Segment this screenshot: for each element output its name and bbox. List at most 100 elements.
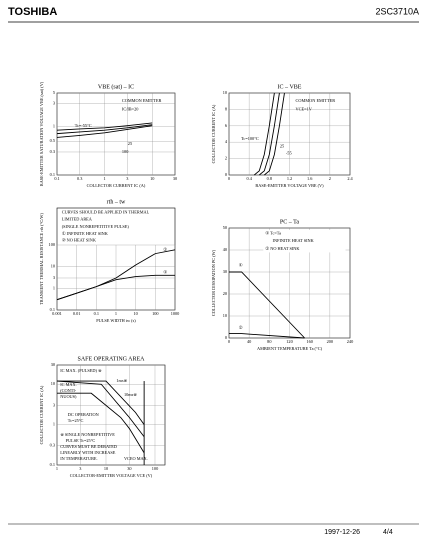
curve-label: ② — [163, 247, 167, 252]
x-tick-label: 10 — [150, 176, 154, 181]
annotation: LINEARLY WITH INCREASE — [60, 450, 116, 455]
y-tick-label: 30 — [223, 269, 227, 274]
annotation: LIMITED AREA — [62, 217, 93, 222]
x-tick-label: 0.8 — [267, 176, 272, 181]
y-tick-label: 3 — [53, 402, 55, 407]
x-axis-label: AMBIENT TEMPERATURE Ta (°C) — [257, 346, 323, 351]
x-tick-label: 0.4 — [246, 176, 252, 181]
x-axis-label: COLLECTOR CURRENT IC (A) — [87, 183, 146, 188]
curve — [229, 333, 305, 339]
x-tick-label: 0.1 — [54, 176, 59, 181]
annotation: NUOUS) — [60, 394, 77, 399]
curve — [56, 380, 145, 438]
y-tick-label: 3 — [53, 101, 55, 106]
x-tick-label: 0.1 — [94, 311, 99, 316]
y-tick-label: 0.3 — [50, 149, 55, 154]
curve — [57, 380, 145, 425]
chart-title: rth – tw — [107, 199, 126, 205]
page-number: 4/4 — [383, 529, 393, 536]
annotation: IC MAX. — [60, 382, 76, 387]
y-tick-label: 8 — [225, 106, 227, 111]
chart-title: SAFE OPERATING AREA — [77, 356, 145, 362]
curve-label: 25 — [280, 143, 284, 148]
annotation: ② NO HEAT SINK — [265, 246, 300, 251]
x-tick-label: 80 — [267, 339, 271, 344]
annotation: PULSE Tc=25°C — [66, 438, 96, 443]
x-tick-label: 160 — [306, 339, 312, 344]
part-number: 2SC3710A — [375, 6, 419, 16]
annotation: CURVES MUST BE DERATED — [60, 444, 117, 449]
x-tick-label: 10 — [134, 311, 138, 316]
annotation: ② NO HEAT SINK — [62, 237, 97, 242]
curve-label: 100 — [122, 149, 128, 154]
chart-title: VBE (sat) – IC — [98, 83, 134, 90]
x-axis-label: PULSE WIDTH tw (s) — [96, 318, 136, 323]
note-box — [59, 209, 174, 244]
annotation: 1ms※ — [116, 378, 127, 383]
y-tick-label: 5 — [53, 90, 55, 95]
y-tick-label: 4 — [225, 139, 228, 144]
x-tick-label: 0 — [228, 339, 230, 344]
annotation: IC/IB=20 — [122, 106, 139, 111]
y-axis-label: COLLECTOR CURRENT IC (A) — [211, 104, 216, 163]
annotation: IN TEMPERATURE. — [60, 456, 97, 461]
annotation: IC MAX. (PULSED) ※ — [60, 368, 101, 373]
y-axis-label: TRANSIENT THERMAL RESISTANCE rth (°C/W) — [39, 213, 44, 305]
curve — [56, 124, 153, 135]
x-tick-label: 100 — [152, 466, 158, 471]
curve — [229, 271, 305, 339]
y-tick-label: 0.1 — [50, 462, 55, 467]
x-tick-label: 1 — [56, 466, 58, 471]
annotation: (CONTI- — [60, 388, 77, 393]
x-tick-label: 0.001 — [52, 311, 62, 316]
annotation: VCEO MAX. — [124, 456, 148, 461]
x-tick-label: 10 — [104, 466, 108, 471]
x-tick-label: 240 — [347, 339, 353, 344]
note-box — [263, 230, 346, 253]
x-tick-label: 0.01 — [73, 311, 81, 316]
brand: TOSHIBA — [8, 6, 57, 18]
x-tick-label: 2.4 — [347, 176, 353, 181]
curve — [264, 92, 285, 176]
x-tick-label: 0 — [228, 176, 230, 181]
y-tick-label: 1 — [53, 422, 55, 427]
x-tick-label: 1.2 — [287, 176, 292, 181]
x-axis-label: BASE-EMITTER VOLTAGE VBE (V) — [255, 183, 324, 188]
x-tick-label: 2 — [329, 176, 331, 181]
curve-label: 25 — [128, 141, 132, 146]
y-tick-label: 10 — [51, 381, 55, 386]
y-tick-label: 1 — [53, 285, 55, 290]
y-tick-label: 0.3 — [50, 443, 55, 448]
x-tick-label: 1 — [104, 176, 106, 181]
curve-label: -55 — [286, 151, 292, 156]
x-tick-label: 1.6 — [307, 176, 313, 181]
curve-label: ① — [163, 269, 167, 274]
annotation: COMMON EMITTER — [296, 98, 336, 103]
x-tick-label: 3 — [126, 176, 128, 181]
y-axis-label: BASE-EMITTER SATURATION VOLTAGE VBE (sat… — [39, 81, 44, 186]
x-tick-label: 40 — [247, 339, 251, 344]
y-tick-label: 100 — [49, 242, 55, 247]
curve — [253, 92, 275, 176]
x-tick-label: 200 — [327, 339, 333, 344]
annotation: (SINGLE NONREPETITIVE PULSE) — [62, 224, 130, 229]
chart-title: IC – VBE — [278, 84, 302, 90]
y-tick-label: 40 — [223, 247, 227, 252]
y-axis-label: COLLECTOR DISSIPATION PC (W) — [211, 249, 216, 316]
annotation: INFINITE HEAT SINK — [273, 238, 315, 243]
y-tick-label: 0.5 — [50, 138, 55, 143]
y-tick-label: 0 — [225, 172, 227, 177]
y-tick-label: 1 — [53, 124, 55, 129]
curve-label: ② — [239, 325, 243, 330]
y-tick-label: 50 — [223, 225, 227, 230]
y-tick-label: 10 — [223, 313, 227, 318]
curve — [57, 392, 145, 454]
curve-label: ① — [239, 262, 243, 267]
x-tick-label: 1000 — [171, 311, 180, 316]
y-tick-label: 30 — [51, 362, 55, 367]
annotation: DC OPERATION — [68, 412, 99, 417]
x-axis-label: COLLECTOR-EMITTER VOLTAGE VCE (V) — [70, 473, 153, 478]
y-tick-label: 0 — [225, 335, 227, 340]
curve — [56, 125, 153, 138]
